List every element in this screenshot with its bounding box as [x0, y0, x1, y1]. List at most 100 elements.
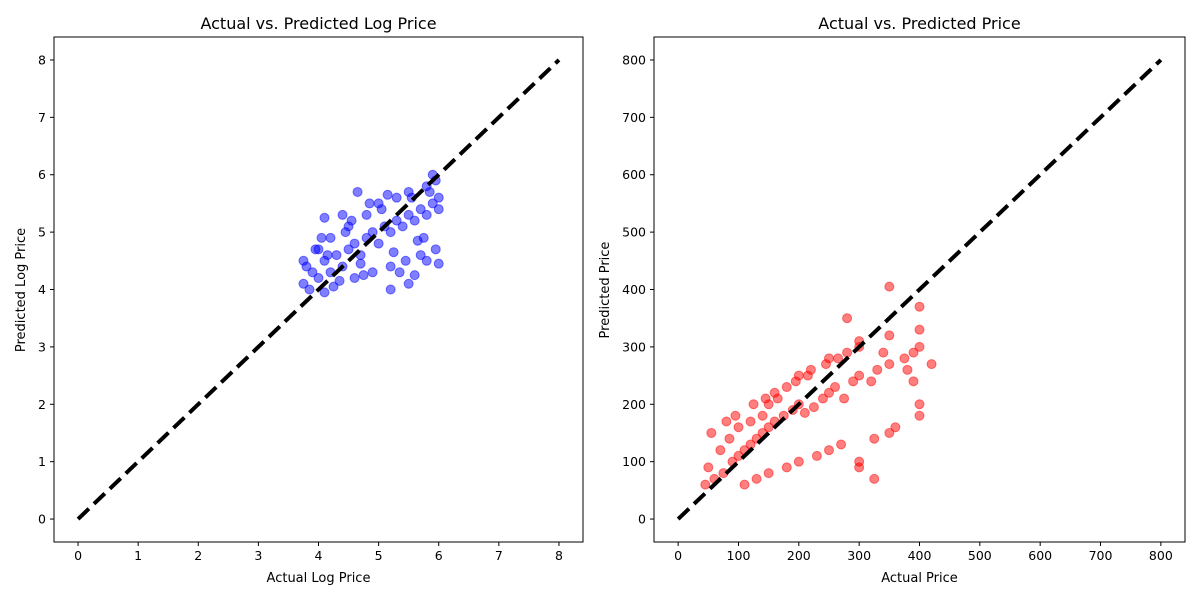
reference-line	[676, 58, 1163, 521]
scatter-point	[400, 255, 411, 266]
scatter-point	[355, 258, 366, 269]
scatter-point	[730, 410, 741, 421]
scatter-point	[751, 473, 762, 484]
scatter-point	[415, 250, 426, 261]
x-axis-label: Actual Log Price	[267, 571, 371, 586]
scatter-point	[349, 238, 360, 249]
scatter-point	[421, 209, 432, 220]
scatter-point	[322, 250, 333, 261]
scatter-point	[391, 215, 402, 226]
x-tick-label: 7	[495, 548, 503, 563]
y-tick-label: 700	[622, 110, 646, 125]
scatter-point	[364, 198, 375, 209]
scatter-point	[908, 347, 919, 358]
y-tick-label: 500	[622, 225, 646, 240]
scatter-point	[397, 221, 408, 232]
scatter-point	[394, 267, 405, 278]
scatter-point	[418, 232, 429, 243]
scatter-point	[409, 215, 420, 226]
scatter-point	[760, 393, 771, 404]
scatter-point	[802, 370, 813, 381]
scatter-point	[301, 261, 312, 272]
scatter-point	[430, 244, 441, 255]
scatter-point	[823, 445, 834, 456]
scatter-point	[385, 227, 396, 238]
x-tick-label: 500	[968, 548, 992, 563]
scatter-point	[926, 359, 937, 370]
scatter-point	[817, 393, 828, 404]
scatter-point	[319, 212, 330, 223]
scatter-point	[319, 287, 330, 298]
scatter-point	[914, 341, 925, 352]
scatter-point	[902, 364, 913, 375]
reference-line	[76, 58, 561, 521]
scatter-point	[890, 422, 901, 433]
x-tick-label: 200	[787, 548, 811, 563]
y-tick-label: 100	[622, 454, 646, 469]
scatter-point	[914, 324, 925, 335]
log-price-chart: Actual vs. Predicted Log Price Actual Lo…	[14, 14, 584, 586]
x-tick-label: 100	[727, 548, 751, 563]
scatter-point	[878, 347, 889, 358]
scatter-point	[427, 198, 438, 209]
scatter-point	[739, 479, 750, 490]
scatter-point	[325, 232, 336, 243]
y-tick-label: 300	[622, 339, 646, 354]
scatter-point	[361, 209, 372, 220]
scatter-point	[820, 359, 831, 370]
scatter-point	[700, 479, 711, 490]
y-tick-label: 4	[38, 282, 46, 297]
scatter-point	[391, 192, 402, 203]
scatter-point	[373, 238, 384, 249]
scatter-point	[799, 407, 810, 418]
scatter-point	[884, 359, 895, 370]
scatter-point	[854, 462, 865, 473]
y-tick-label: 0	[638, 512, 646, 527]
scatter-point	[421, 255, 432, 266]
x-tick-label: 700	[1089, 548, 1113, 563]
scatter-point	[884, 330, 895, 341]
scatter-point	[842, 313, 853, 324]
scatter-point	[908, 376, 919, 387]
x-tick-label: 800	[1149, 548, 1173, 563]
x-tick-label: 3	[254, 548, 262, 563]
scatter-point	[403, 209, 414, 220]
scatter-point	[914, 410, 925, 421]
scatter-point	[833, 353, 844, 364]
scatter-point	[403, 278, 414, 289]
scatter-points	[298, 169, 444, 298]
y-tick-label: 400	[622, 282, 646, 297]
x-tick-label: 300	[847, 548, 871, 563]
scatter-point	[790, 376, 801, 387]
scatter-point	[703, 462, 714, 473]
scatter-point	[757, 410, 768, 421]
x-tick-label: 8	[555, 548, 563, 563]
scatter-point	[884, 281, 895, 292]
y-tick-label: 6	[38, 167, 46, 182]
y-tick-label: 200	[622, 397, 646, 412]
scatter-point	[899, 353, 910, 364]
scatter-point	[914, 399, 925, 410]
scatter-point	[433, 258, 444, 269]
scatter-point	[415, 204, 426, 215]
scatter-point	[811, 450, 822, 461]
x-tick-label: 0	[74, 548, 82, 563]
scatter-point	[706, 427, 717, 438]
scatter-point	[328, 281, 339, 292]
y-tick-label: 2	[38, 397, 46, 412]
scatter-point	[769, 387, 780, 398]
chart-title: Actual vs. Predicted Log Price	[200, 14, 436, 33]
y-axis-label: Predicted Price	[598, 242, 613, 339]
y-tick-label: 5	[38, 225, 46, 240]
scatter-point	[715, 445, 726, 456]
scatter-point	[349, 273, 360, 284]
x-tick-label: 1	[134, 548, 142, 563]
y-tick-label: 3	[38, 339, 46, 354]
scatter-point	[298, 278, 309, 289]
scatter-point	[763, 468, 774, 479]
y-tick-label: 0	[38, 512, 46, 527]
scatter-point	[346, 215, 357, 226]
scatter-point	[781, 462, 792, 473]
scatter-point	[808, 402, 819, 413]
x-tick-label: 600	[1028, 548, 1052, 563]
